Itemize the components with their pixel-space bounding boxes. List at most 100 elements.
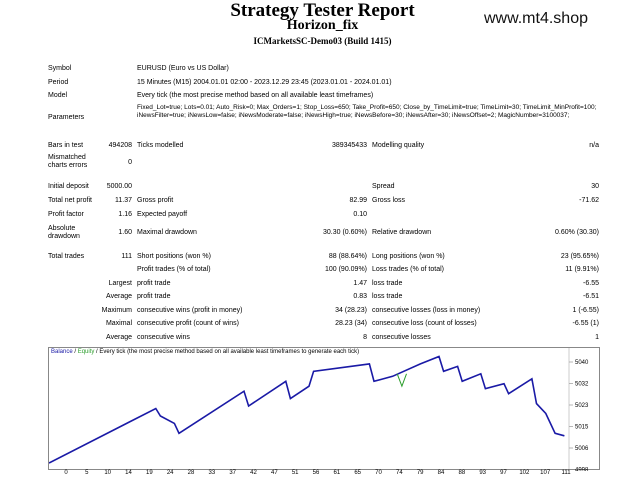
x-tick-label: 93: [479, 470, 486, 476]
x-tick-label: 5: [85, 470, 89, 476]
x-tick-label: 42: [250, 470, 257, 476]
x-tick-label: 111: [561, 470, 571, 476]
x-tick-label: 19: [145, 470, 153, 476]
maximal-label: Maximal: [105, 320, 132, 327]
symbol-row: Symbol EURUSD (Euro vs US Dollar): [0, 63, 640, 75]
grossloss-value: -71.62: [579, 197, 599, 204]
profitfactor-row: Profit factor 1.16 Expected payoff 0.10: [0, 209, 640, 221]
bars-row: Bars in test 494208 Ticks modelled 38934…: [0, 140, 640, 152]
profitfactor-label: Profit factor: [48, 211, 84, 218]
grossprofit-label: Gross profit: [137, 197, 174, 204]
x-tick-label: 24: [166, 470, 174, 476]
x-tick-label: 14: [125, 470, 132, 476]
parameters-value: Fixed_Lot=true; Lots=0.01; Auto_Risk=0; …: [137, 104, 597, 119]
largest-label: Largest: [108, 280, 132, 287]
bars-value: 494208: [108, 142, 132, 149]
report-title: Strategy Tester Report: [230, 0, 415, 21]
maximum-label: Maximum: [101, 307, 132, 314]
y-tick-label: 5006: [575, 446, 589, 452]
average2-row: Average consecutive wins 8 consecutive l…: [0, 332, 640, 344]
x-tick-label: 79: [416, 470, 424, 476]
x-tick-label: 10: [104, 470, 111, 476]
deposit-label: Initial deposit: [48, 183, 89, 190]
avg-cl-value: 1: [595, 334, 599, 341]
avg-pt-label: profit trade: [137, 293, 171, 300]
x-tick-label: 61: [333, 470, 341, 476]
x-tick-label: 74: [395, 470, 403, 476]
avg-lt-label: loss trade: [372, 293, 403, 300]
grossprofit-value: 82.99: [349, 197, 367, 204]
x-tick-label: 107: [540, 470, 551, 476]
max-cw-value: 34 (28.23): [335, 307, 367, 314]
mx-cp-value: 28.23 (34): [335, 320, 367, 327]
y-tick-label: 4998: [575, 468, 589, 472]
max-cl-value: 1 (-6.55): [572, 307, 599, 314]
avg-cl-label: consecutive losses: [372, 334, 431, 341]
model-label: Model: [48, 92, 68, 99]
x-tick-label: 88: [458, 470, 466, 476]
netprofit-value: 11.37: [115, 197, 132, 204]
short-label: Short positions (won %): [137, 253, 211, 260]
avg-cw-value: 8: [363, 334, 367, 341]
largest-lt-label: loss trade: [372, 280, 403, 287]
maxdd-value: 30.30 (0.60%): [323, 229, 367, 236]
mx-cp-label: consecutive profit (count of wins): [137, 320, 239, 327]
loss-trades-value: 11 (9.91%): [565, 266, 599, 273]
trades-row: Total trades 111 Short positions (won %)…: [0, 251, 640, 263]
legend-sep: /: [72, 349, 78, 355]
legend-balance: Balance: [51, 349, 73, 355]
average-label: Average: [106, 293, 132, 300]
grossloss-label: Gross loss: [372, 197, 406, 204]
x-tick-label: 97: [500, 470, 507, 476]
avg-cw-label: consecutive wins: [137, 334, 190, 341]
max-cl-label: consecutive losses (loss in money): [372, 307, 481, 314]
netprofit-row: Total net profit 11.37 Gross profit 82.9…: [0, 195, 640, 207]
y-tick-label: 5040: [575, 360, 589, 366]
y-tick-label: 5023: [575, 403, 589, 409]
long-label: Long positions (won %): [372, 253, 445, 260]
broker-build: ICMarketsSC-Demo03 (Build 1415): [253, 36, 392, 46]
netprofit-label: Total net profit: [48, 197, 92, 204]
long-value: 23 (95.65%): [560, 253, 599, 260]
max-cw-label: consecutive wins (profit in money): [137, 307, 243, 314]
maxdd-label: Maximal drawdown: [137, 229, 197, 236]
balance-line: [49, 355, 565, 464]
parameters-row: Parameters Fixed_Lot=true; Lots=0.01; Au…: [0, 104, 640, 134]
chart-header: Balance / Equity / Every tick (the most …: [51, 349, 359, 355]
mx-cl-value: -6.55 (1): [572, 320, 599, 327]
maximal-row: Maximal consecutive profit (count of win…: [0, 318, 640, 330]
reldd-value: 0.60% (30.30): [555, 229, 599, 236]
deposit-row: Initial deposit 5000.00 Spread 30: [0, 181, 640, 193]
x-tick-label: 37: [229, 470, 236, 476]
x-tick-label: 84: [437, 470, 445, 476]
trades-label: Total trades: [48, 253, 85, 260]
average-row: Average profit trade 0.83 loss trade -6.…: [0, 291, 640, 303]
balance-chart: Balance / Equity / Every tick (the most …: [48, 347, 600, 472]
maximum-row: Maximum consecutive wins (profit in mone…: [0, 305, 640, 317]
bars-label: Bars in test: [48, 142, 84, 149]
largest-pt-value: 1.47: [353, 280, 367, 287]
mismatch-value: 0: [128, 159, 132, 166]
average2-label: Average: [106, 334, 132, 341]
period-label: Period: [48, 79, 69, 86]
x-tick-label: 28: [187, 470, 195, 476]
deposit-value: 5000.00: [106, 183, 132, 190]
largest-pt-label: profit trade: [137, 280, 171, 287]
absdd-value: 1.60: [118, 229, 132, 236]
chart-plot: 5040 5032 5023 5015 5006 4998: [49, 348, 589, 472]
x-tick-label: 65: [354, 470, 361, 476]
x-tick-label: 47: [270, 470, 278, 476]
spread-label: Spread: [372, 183, 395, 190]
absdd-label-1: Absolute: [48, 225, 76, 232]
ticks-value: 389345433: [331, 142, 367, 149]
model-row: Model Every tick (the most precise metho…: [0, 90, 640, 102]
avg-pt-value: 0.83: [353, 293, 367, 300]
payoff-value: 0.10: [353, 211, 367, 218]
profit-trades-row: Profit trades (% of total) 100 (90.09%) …: [0, 264, 640, 276]
quality-value: n/a: [589, 142, 599, 149]
loss-trades-label: Loss trades (% of total): [372, 266, 444, 273]
x-tick-label: 70: [375, 470, 382, 476]
x-tick-label: 56: [312, 470, 320, 476]
legend-rest: / Every tick (the most precise method ba…: [94, 349, 360, 355]
short-value: 88 (88.64%): [328, 253, 367, 260]
